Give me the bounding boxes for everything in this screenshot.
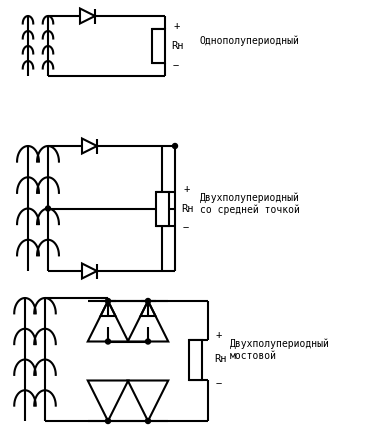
Text: Двухполупериодный
со средней точкой: Двухполупериодный со средней точкой: [200, 192, 300, 215]
Text: −: −: [183, 224, 189, 233]
Bar: [155, 191, 168, 225]
Circle shape: [145, 339, 151, 344]
Circle shape: [173, 143, 177, 149]
Circle shape: [145, 419, 151, 423]
Text: Rн: Rн: [214, 355, 227, 365]
Text: Двухполупериодный
мостовой: Двухполупериодный мостовой: [230, 338, 330, 361]
Text: +: +: [173, 21, 179, 31]
Text: Rн: Rн: [171, 41, 184, 51]
Bar: [188, 340, 201, 380]
Circle shape: [105, 299, 111, 303]
Circle shape: [105, 419, 111, 423]
Circle shape: [46, 206, 50, 211]
Circle shape: [145, 299, 151, 303]
Text: −: −: [216, 378, 222, 389]
Text: +: +: [183, 183, 189, 194]
Bar: [151, 29, 164, 63]
Text: Rн: Rн: [181, 203, 194, 213]
Text: −: −: [173, 61, 179, 71]
Circle shape: [105, 339, 111, 344]
Text: +: +: [216, 330, 222, 340]
Text: Однополупериодный: Однополупериодный: [200, 36, 300, 46]
